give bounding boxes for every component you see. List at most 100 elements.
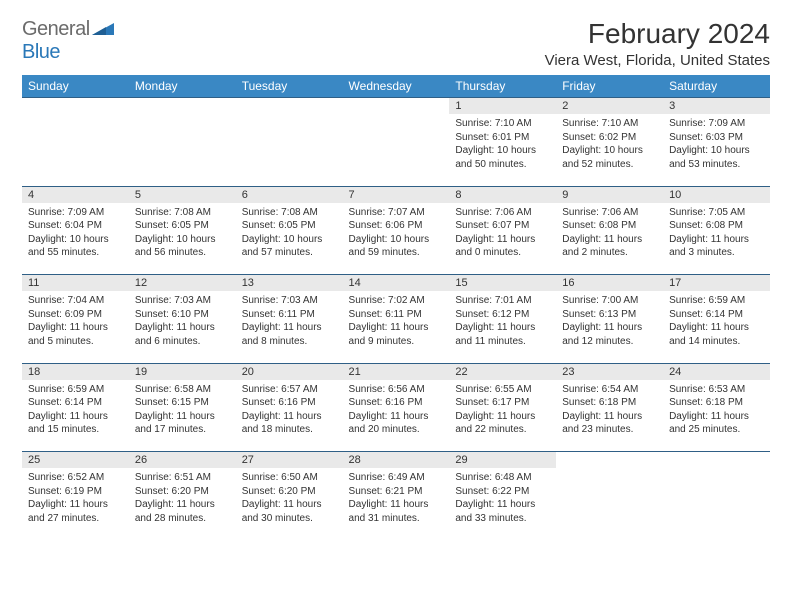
day-details: Sunrise: 7:08 AMSunset: 6:05 PMDaylight:…: [236, 203, 343, 266]
day-details: Sunrise: 7:01 AMSunset: 6:12 PMDaylight:…: [449, 291, 556, 354]
daylight-text: Daylight: 10 hours and 57 minutes.: [242, 233, 337, 260]
sunrise-text: Sunrise: 7:10 AM: [562, 117, 657, 131]
day-cell: Sunrise: 7:03 AMSunset: 6:10 PMDaylight:…: [129, 291, 236, 363]
sunset-text: Sunset: 6:02 PM: [562, 131, 657, 145]
day-number: 8: [449, 187, 556, 203]
day-details: Sunrise: 6:59 AMSunset: 6:14 PMDaylight:…: [22, 380, 129, 443]
day-details: Sunrise: 6:57 AMSunset: 6:16 PMDaylight:…: [236, 380, 343, 443]
day-cell: Sunrise: 6:56 AMSunset: 6:16 PMDaylight:…: [343, 380, 450, 452]
daylight-text: Daylight: 11 hours and 30 minutes.: [242, 498, 337, 525]
sunset-text: Sunset: 6:12 PM: [455, 308, 550, 322]
day-number: 4: [22, 187, 129, 203]
day-number-cell: [556, 452, 663, 469]
day-details: Sunrise: 7:02 AMSunset: 6:11 PMDaylight:…: [343, 291, 450, 354]
day-number-cell: 8: [449, 186, 556, 203]
day-cell: [556, 468, 663, 540]
day-cell: Sunrise: 6:59 AMSunset: 6:14 PMDaylight:…: [22, 380, 129, 452]
day-cell: Sunrise: 7:08 AMSunset: 6:05 PMDaylight:…: [236, 203, 343, 275]
daylight-text: Daylight: 11 hours and 23 minutes.: [562, 410, 657, 437]
day-number-cell: [663, 452, 770, 469]
day-number-cell: 3: [663, 98, 770, 115]
title-block: February 2024 Viera West, Florida, Unite…: [545, 18, 770, 69]
sunrise-text: Sunrise: 6:53 AM: [669, 383, 764, 397]
daylight-text: Daylight: 11 hours and 6 minutes.: [135, 321, 230, 348]
day-cell: Sunrise: 6:58 AMSunset: 6:15 PMDaylight:…: [129, 380, 236, 452]
daylight-text: Daylight: 11 hours and 2 minutes.: [562, 233, 657, 260]
day-cell: Sunrise: 7:08 AMSunset: 6:05 PMDaylight:…: [129, 203, 236, 275]
sunrise-text: Sunrise: 6:58 AM: [135, 383, 230, 397]
daylight-text: Daylight: 11 hours and 33 minutes.: [455, 498, 550, 525]
page-title: February 2024: [545, 18, 770, 50]
day-cell: Sunrise: 7:09 AMSunset: 6:04 PMDaylight:…: [22, 203, 129, 275]
sunrise-text: Sunrise: 7:06 AM: [455, 206, 550, 220]
sunrise-text: Sunrise: 7:02 AM: [349, 294, 444, 308]
day-number: [343, 98, 450, 114]
daylight-text: Daylight: 11 hours and 25 minutes.: [669, 410, 764, 437]
daylight-text: Daylight: 11 hours and 18 minutes.: [242, 410, 337, 437]
day-cell: Sunrise: 6:59 AMSunset: 6:14 PMDaylight:…: [663, 291, 770, 363]
day-number: 13: [236, 275, 343, 291]
daylight-text: Daylight: 11 hours and 22 minutes.: [455, 410, 550, 437]
day-number-cell: 13: [236, 275, 343, 292]
sunrise-text: Sunrise: 7:05 AM: [669, 206, 764, 220]
day-cell: Sunrise: 6:54 AMSunset: 6:18 PMDaylight:…: [556, 380, 663, 452]
sunrise-text: Sunrise: 6:50 AM: [242, 471, 337, 485]
day-details: Sunrise: 7:06 AMSunset: 6:07 PMDaylight:…: [449, 203, 556, 266]
day-number-cell: 9: [556, 186, 663, 203]
sunset-text: Sunset: 6:09 PM: [28, 308, 123, 322]
day-cell: Sunrise: 7:03 AMSunset: 6:11 PMDaylight:…: [236, 291, 343, 363]
logo-text-general: General: [22, 18, 90, 40]
calendar-header-row: SundayMondayTuesdayWednesdayThursdayFrid…: [22, 75, 770, 98]
sunset-text: Sunset: 6:16 PM: [242, 396, 337, 410]
day-number: 18: [22, 364, 129, 380]
sunset-text: Sunset: 6:19 PM: [28, 485, 123, 499]
sunset-text: Sunset: 6:05 PM: [135, 219, 230, 233]
sunset-text: Sunset: 6:16 PM: [349, 396, 444, 410]
day-number-cell: 21: [343, 363, 450, 380]
day-cell: Sunrise: 7:09 AMSunset: 6:03 PMDaylight:…: [663, 114, 770, 186]
sunset-text: Sunset: 6:08 PM: [562, 219, 657, 233]
daylight-text: Daylight: 11 hours and 5 minutes.: [28, 321, 123, 348]
daylight-text: Daylight: 10 hours and 53 minutes.: [669, 144, 764, 171]
day-number: 29: [449, 452, 556, 468]
daylight-text: Daylight: 10 hours and 50 minutes.: [455, 144, 550, 171]
day-details: Sunrise: 6:53 AMSunset: 6:18 PMDaylight:…: [663, 380, 770, 443]
day-details: Sunrise: 6:56 AMSunset: 6:16 PMDaylight:…: [343, 380, 450, 443]
day-number: 22: [449, 364, 556, 380]
day-header: Saturday: [663, 75, 770, 98]
day-details: Sunrise: 6:58 AMSunset: 6:15 PMDaylight:…: [129, 380, 236, 443]
daylight-text: Daylight: 11 hours and 31 minutes.: [349, 498, 444, 525]
day-cell: Sunrise: 6:52 AMSunset: 6:19 PMDaylight:…: [22, 468, 129, 540]
day-details: Sunrise: 6:50 AMSunset: 6:20 PMDaylight:…: [236, 468, 343, 531]
calendar-table: SundayMondayTuesdayWednesdayThursdayFrid…: [22, 75, 770, 540]
sunrise-text: Sunrise: 6:48 AM: [455, 471, 550, 485]
sunrise-text: Sunrise: 6:56 AM: [349, 383, 444, 397]
sunset-text: Sunset: 6:21 PM: [349, 485, 444, 499]
day-details: Sunrise: 6:51 AMSunset: 6:20 PMDaylight:…: [129, 468, 236, 531]
day-number-cell: 16: [556, 275, 663, 292]
day-cell: Sunrise: 6:53 AMSunset: 6:18 PMDaylight:…: [663, 380, 770, 452]
day-number-cell: 7: [343, 186, 450, 203]
day-cell: Sunrise: 7:07 AMSunset: 6:06 PMDaylight:…: [343, 203, 450, 275]
day-details: Sunrise: 7:10 AMSunset: 6:01 PMDaylight:…: [449, 114, 556, 177]
day-number-cell: 4: [22, 186, 129, 203]
day-details: Sunrise: 6:49 AMSunset: 6:21 PMDaylight:…: [343, 468, 450, 531]
day-number: 7: [343, 187, 450, 203]
day-cell: Sunrise: 6:48 AMSunset: 6:22 PMDaylight:…: [449, 468, 556, 540]
day-number: 17: [663, 275, 770, 291]
day-number-cell: 25: [22, 452, 129, 469]
day-number-cell: 1: [449, 98, 556, 115]
day-number: 20: [236, 364, 343, 380]
day-number: 2: [556, 98, 663, 114]
sunrise-text: Sunrise: 7:08 AM: [135, 206, 230, 220]
daylight-text: Daylight: 11 hours and 11 minutes.: [455, 321, 550, 348]
sunset-text: Sunset: 6:06 PM: [349, 219, 444, 233]
day-number-cell: 26: [129, 452, 236, 469]
day-number: 11: [22, 275, 129, 291]
day-number: 15: [449, 275, 556, 291]
daylight-text: Daylight: 11 hours and 3 minutes.: [669, 233, 764, 260]
sunrise-text: Sunrise: 7:00 AM: [562, 294, 657, 308]
day-number: [556, 452, 663, 468]
sunset-text: Sunset: 6:01 PM: [455, 131, 550, 145]
day-number-cell: [236, 98, 343, 115]
